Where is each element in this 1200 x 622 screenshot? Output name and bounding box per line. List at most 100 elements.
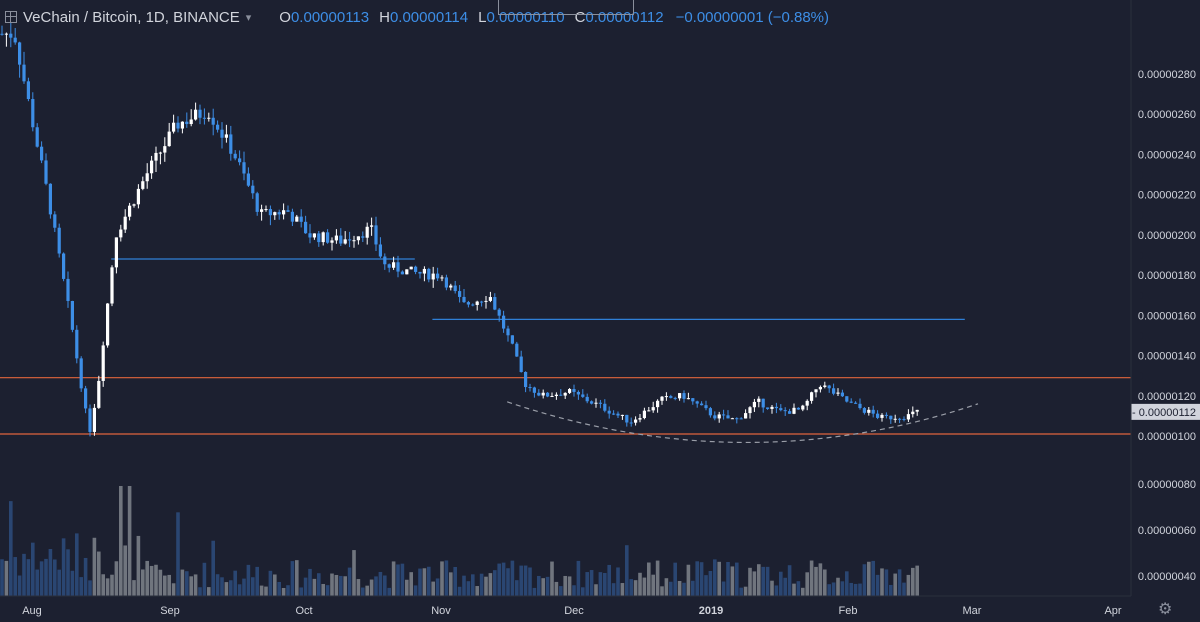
volume-bar (57, 569, 61, 596)
volume-bar (268, 570, 273, 596)
candle-body (268, 209, 272, 216)
volume-bar (453, 566, 457, 596)
candle-body (704, 405, 708, 409)
volume-bar (699, 562, 704, 596)
candle-body (365, 226, 369, 238)
chart-layout-icon[interactable] (5, 11, 17, 23)
high-value: 0.00000114 (389, 8, 469, 26)
candle-body (818, 386, 822, 390)
volume-bar (858, 583, 862, 596)
volume-bar (651, 574, 655, 596)
volume-bar (31, 542, 35, 596)
volume-bar (405, 579, 409, 596)
candle-body (167, 131, 171, 147)
volume-bar (528, 567, 532, 596)
candle-body (88, 408, 92, 432)
candle-body (840, 392, 844, 397)
volume-bar (198, 587, 202, 596)
volume-bar (277, 581, 281, 596)
volume-bar (603, 572, 607, 596)
candle-body (308, 233, 312, 238)
price-tick-label: 0.00000220 (1138, 190, 1196, 202)
gear-icon[interactable]: ⚙ (1158, 601, 1173, 618)
volume-bar (695, 561, 699, 596)
candle-body (651, 407, 655, 411)
volume-bar (163, 575, 167, 596)
volume-bar (774, 585, 779, 596)
candle-body (334, 235, 338, 241)
volume-bar (123, 545, 127, 596)
volume-bar (215, 574, 220, 596)
candle-body (726, 415, 730, 419)
candle-body (444, 277, 448, 288)
volume-bar (840, 581, 845, 596)
candle-body (713, 415, 717, 419)
volume-bar (853, 583, 858, 596)
candle-body (370, 225, 374, 227)
candle-body (774, 406, 778, 409)
candle-body (519, 356, 523, 372)
candle-body (436, 273, 440, 279)
volume-bar (127, 486, 132, 596)
volume-bar (53, 559, 57, 596)
volume-bar (422, 568, 427, 596)
volume-bar (510, 560, 515, 596)
volume-bar (295, 560, 299, 596)
volume-bar (721, 581, 726, 596)
candle-body (26, 81, 30, 100)
volume-bar (97, 551, 101, 596)
candle-body (62, 253, 66, 279)
candle-body (559, 394, 563, 396)
candle-body (128, 205, 132, 217)
candle-body (246, 173, 250, 186)
volume-bar (726, 562, 730, 596)
volume-bar (17, 575, 22, 596)
candle-body (202, 117, 206, 119)
volume-bar (673, 562, 677, 596)
price-tick-label: 0.00000260 (1138, 109, 1196, 121)
candle-body (119, 229, 123, 238)
volume-bar (748, 567, 752, 596)
volume-bar (334, 574, 339, 596)
candle-body (893, 418, 897, 420)
volume-bar (757, 564, 761, 596)
candle-body (488, 297, 492, 301)
chevron-down-icon[interactable]: ▾ (245, 11, 252, 24)
candle-body (312, 233, 316, 238)
candle-body (356, 236, 360, 241)
volume-bar (105, 578, 110, 596)
volume-bar (704, 575, 708, 596)
volume-bar (519, 565, 523, 596)
volume-bar (818, 563, 823, 596)
volume-bar (66, 549, 70, 596)
candle-body (180, 121, 184, 129)
candle-body (612, 413, 616, 415)
volume-tick-label: 0.00000080 (1138, 479, 1196, 491)
high-label: H (379, 8, 390, 26)
volume-bar (462, 575, 466, 596)
candle-body (537, 392, 541, 396)
volume-bar (92, 537, 97, 596)
close-value: 0.00000112 (585, 8, 664, 26)
volume-bar (356, 579, 361, 596)
volume-bar (906, 574, 911, 596)
volume-tick-label: 0.00000040 (1138, 571, 1196, 583)
candle-body (664, 396, 668, 398)
volume-bar (475, 586, 479, 596)
candle-body (722, 414, 726, 416)
candle-body (502, 315, 506, 329)
candle-body (858, 403, 862, 409)
volume-bar (273, 574, 277, 596)
symbol-title[interactable]: VeChain / Bitcoin, 1D, BINANCE (23, 8, 240, 26)
candle-body (647, 410, 651, 412)
volume-bar (620, 583, 625, 596)
volume-bar (220, 577, 224, 596)
candle-body (550, 395, 554, 397)
candle-body (506, 328, 510, 336)
candle-body (673, 397, 677, 399)
candle-body (475, 301, 479, 305)
volume-bar (576, 560, 581, 596)
candle-body (383, 256, 387, 265)
